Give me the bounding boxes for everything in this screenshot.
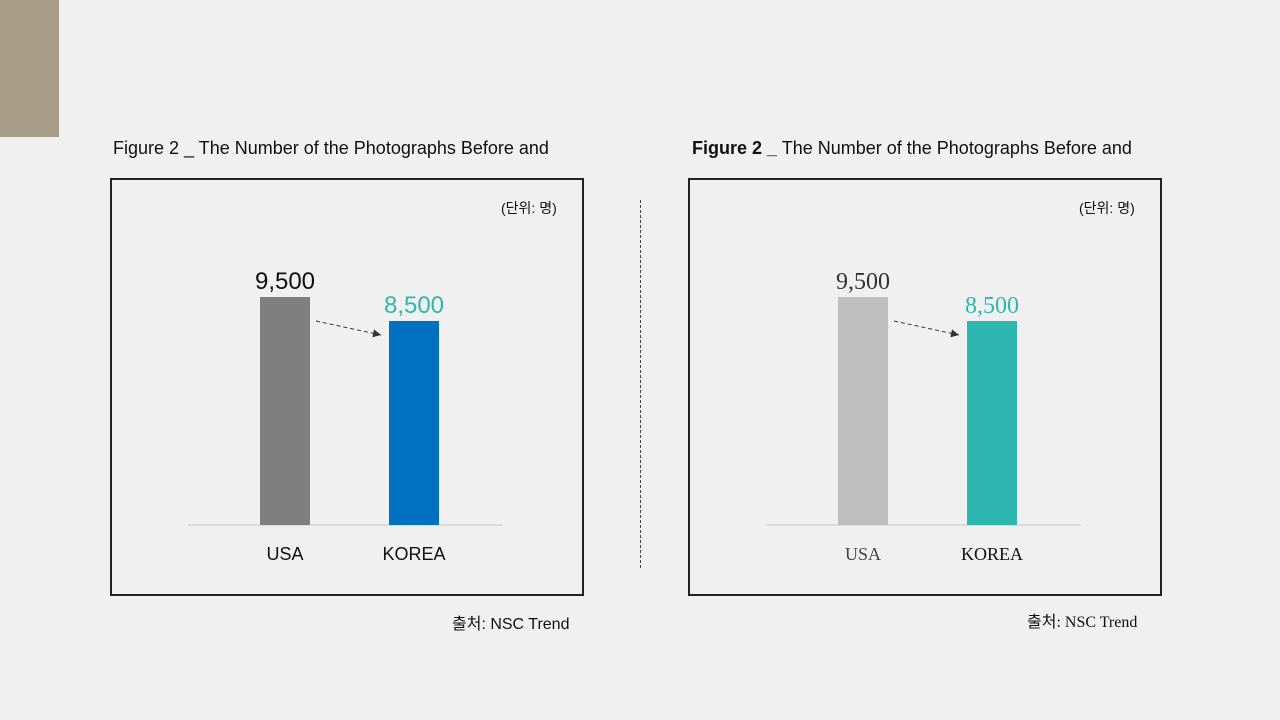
figure-title-left: Figure 2 _ The Number of the Photographs… — [113, 138, 549, 158]
value-label-korea: 8,500 — [965, 293, 1019, 319]
bar-chart-left: 9,500 USA 8,500 KOREA — [188, 268, 503, 564]
category-label-usa: USA — [266, 544, 303, 564]
source-label-left: 출처: NSC Trend — [452, 616, 570, 633]
bar-chart-right: 9,500 USA 8,500 KOREA — [766, 269, 1081, 564]
figure-title-right: Figure 2 _ The Number of the Photographs… — [692, 138, 1132, 159]
chart-frame-right — [688, 178, 1162, 596]
category-label-usa: USA — [845, 544, 881, 564]
annotation-arrow-line — [315, 320, 382, 336]
category-label-korea: KOREA — [382, 544, 445, 564]
annotation-arrow-head — [950, 329, 959, 338]
unit-label-right: (단위: 명) — [1079, 200, 1135, 216]
dashed-divider — [640, 200, 641, 568]
annotation-arrow-line — [893, 320, 960, 336]
source-label-right: 출처: NSC Trend — [1027, 614, 1138, 631]
annotation-arrow-head — [372, 329, 381, 338]
figure-title-rest: The Number of the Photographs Before and — [781, 138, 1132, 158]
chart-frame-left — [110, 178, 584, 596]
category-label-korea: KOREA — [961, 544, 1023, 564]
corner-accent-block — [0, 0, 59, 137]
figure-title-prefix: Figure 2 _ — [692, 138, 778, 158]
bar-korea — [389, 321, 439, 525]
bar-usa — [838, 297, 888, 525]
bar-usa — [260, 297, 310, 525]
value-label-usa: 9,500 — [255, 268, 315, 295]
bar-korea — [967, 321, 1017, 525]
unit-label-left: (단위: 명) — [501, 200, 557, 216]
value-label-usa: 9,500 — [836, 269, 890, 295]
value-label-korea: 8,500 — [384, 292, 444, 319]
